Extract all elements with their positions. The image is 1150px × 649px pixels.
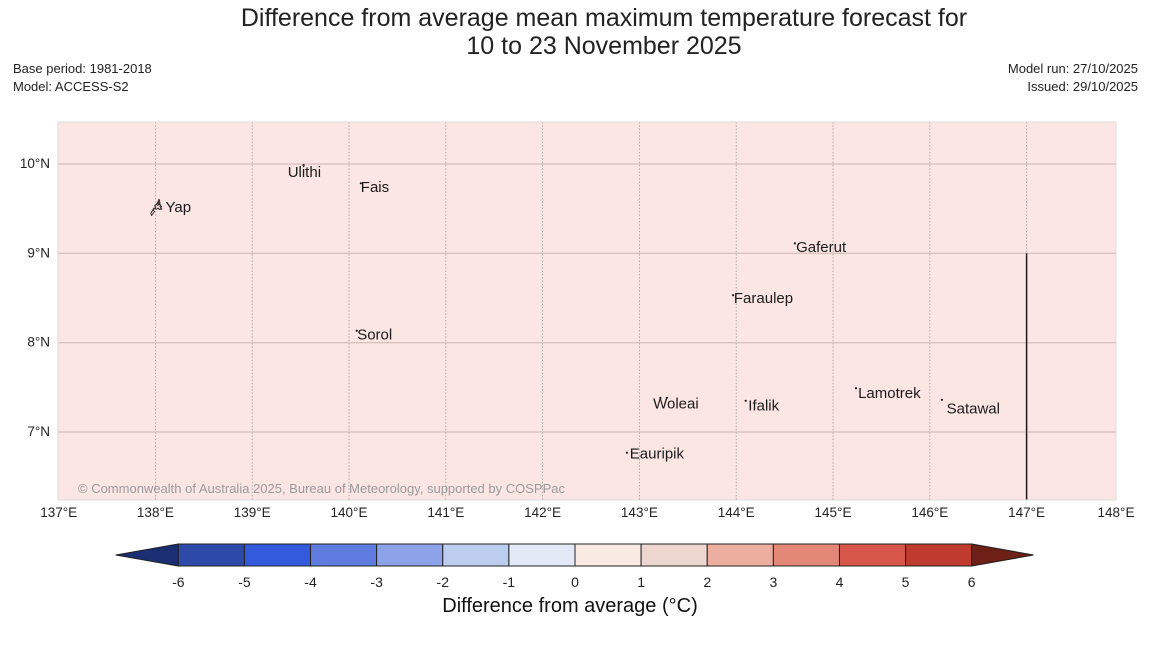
- svg-text:141°E: 141°E: [427, 505, 464, 520]
- svg-text:Ulithi: Ulithi: [288, 164, 321, 181]
- svg-text:-4: -4: [304, 574, 317, 590]
- svg-text:148°E: 148°E: [1098, 505, 1135, 520]
- svg-text:Eauripik: Eauripik: [630, 446, 685, 463]
- svg-text:146°E: 146°E: [911, 505, 948, 520]
- svg-text:1: 1: [637, 574, 645, 590]
- svg-text:139°E: 139°E: [234, 505, 271, 520]
- svg-text:Ifalik: Ifalik: [748, 398, 779, 415]
- svg-text:0: 0: [571, 574, 579, 590]
- svg-text:145°E: 145°E: [815, 505, 852, 520]
- svg-text:2: 2: [703, 574, 711, 590]
- svg-text:9°N: 9°N: [27, 245, 50, 260]
- svg-text:7°N: 7°N: [27, 424, 50, 439]
- svg-text:143°E: 143°E: [621, 505, 658, 520]
- svg-text:137°E: 137°E: [40, 505, 77, 520]
- svg-text:5: 5: [902, 574, 910, 590]
- svg-text:Difference from average (°C): Difference from average (°C): [442, 595, 698, 617]
- svg-text:142°E: 142°E: [524, 505, 561, 520]
- svg-text:Yap: Yap: [166, 199, 192, 216]
- svg-text:-1: -1: [503, 574, 516, 590]
- svg-text:138°E: 138°E: [137, 505, 174, 520]
- svg-text:Fais: Fais: [361, 179, 389, 196]
- svg-text:Faraulep: Faraulep: [734, 290, 793, 307]
- svg-text:6: 6: [968, 574, 976, 590]
- svg-text:3: 3: [769, 574, 777, 590]
- svg-text:10°N: 10°N: [20, 156, 50, 171]
- svg-text:Satawal: Satawal: [947, 401, 1000, 418]
- svg-text:-6: -6: [172, 574, 185, 590]
- svg-text:Woleai: Woleai: [653, 395, 699, 412]
- svg-text:4: 4: [836, 574, 844, 590]
- svg-text:Gaferut: Gaferut: [796, 239, 847, 256]
- svg-text:Lamotrek: Lamotrek: [858, 385, 921, 402]
- svg-text:144°E: 144°E: [718, 505, 755, 520]
- svg-text:8°N: 8°N: [27, 335, 50, 350]
- svg-text:140°E: 140°E: [331, 505, 368, 520]
- svg-text:Sorol: Sorol: [357, 327, 392, 344]
- svg-text:-2: -2: [437, 574, 450, 590]
- svg-text:147°E: 147°E: [1008, 505, 1045, 520]
- svg-text:-5: -5: [238, 574, 251, 590]
- svg-text:-3: -3: [370, 574, 383, 590]
